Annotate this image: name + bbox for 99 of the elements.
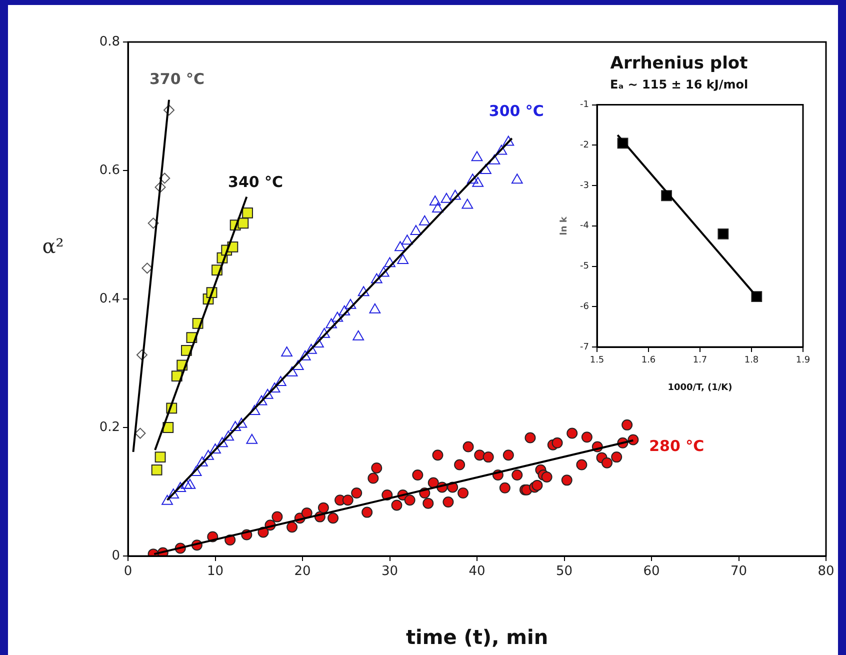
point: [358, 286, 370, 296]
point: [402, 234, 413, 245]
x-tick-label: 50: [556, 564, 573, 580]
point: [344, 298, 356, 309]
point: [718, 228, 729, 240]
point: [210, 443, 221, 454]
x-tick-label: 1.5: [590, 356, 604, 366]
point: [246, 434, 258, 444]
point: [136, 349, 148, 360]
chart-subtitle: Eₐ ~ 115 ± 16 kJ/mol: [610, 78, 748, 92]
point: [180, 478, 192, 489]
point: [164, 104, 175, 116]
series-label: 340 °C: [228, 172, 284, 191]
point: [222, 430, 234, 441]
point: [352, 330, 364, 340]
point: [318, 328, 330, 338]
x-tick-label: 20: [294, 564, 311, 580]
point: [268, 382, 280, 392]
point: [256, 395, 268, 406]
point: [230, 421, 242, 431]
point: [338, 305, 350, 316]
point: [168, 488, 180, 498]
point: [312, 337, 324, 348]
point: [242, 207, 253, 218]
point: [440, 192, 452, 203]
point: [202, 450, 214, 460]
point: [174, 482, 186, 492]
x-axis-title: time (t), min: [406, 625, 548, 650]
x-tick-label: 1.9: [796, 356, 810, 366]
point: [394, 241, 406, 252]
point: [292, 360, 304, 370]
point: [751, 291, 762, 302]
y-tick-label: -7: [580, 342, 589, 352]
point: [159, 172, 170, 184]
y-tick-label: -5: [580, 262, 589, 272]
x-tick-label: 1.6: [641, 356, 656, 366]
chart-title: Arrhenius plot: [610, 54, 748, 74]
y-tick-label: 0.2: [99, 420, 120, 435]
y-tick-label: 0.4: [99, 291, 120, 306]
point: [370, 273, 382, 284]
point: [511, 174, 523, 184]
point: [134, 428, 146, 439]
series-label: 280 °C: [649, 436, 704, 455]
point: [410, 225, 422, 236]
point: [154, 182, 166, 193]
point: [378, 266, 390, 277]
point: [148, 218, 159, 229]
y-axis-title: ln k: [560, 216, 570, 236]
y-tick-label: 0.8: [99, 34, 120, 50]
y-tick-label: -1: [580, 100, 589, 110]
x-axis-title: 1000/T, (1/K): [668, 382, 732, 393]
point: [432, 202, 444, 213]
point: [471, 151, 483, 162]
point: [142, 262, 153, 274]
point: [502, 136, 514, 146]
point: [384, 257, 396, 268]
x-tick-label: 80: [818, 564, 834, 580]
point: [162, 494, 173, 505]
point: [216, 437, 228, 448]
point: [332, 312, 344, 322]
point: [418, 215, 430, 226]
point: [248, 404, 260, 415]
point: [299, 350, 311, 360]
point: [196, 456, 208, 466]
y-tick-label: -4: [580, 221, 590, 232]
y-tick-label: 0.6: [99, 162, 120, 178]
point: [236, 418, 248, 428]
y-axis-title: α²: [42, 234, 64, 258]
x-tick-label: 1.8: [744, 356, 759, 366]
point: [429, 195, 441, 206]
y-tick-label: -6: [580, 302, 590, 312]
x-tick-label: 0: [124, 564, 132, 580]
point: [369, 303, 381, 314]
point: [472, 176, 484, 187]
point: [154, 452, 166, 463]
point: [462, 198, 474, 209]
x-tick-label: 10: [206, 564, 224, 580]
series-label: 370 °C: [149, 70, 205, 88]
point: [262, 388, 274, 399]
y-tick-label: 0: [112, 548, 120, 564]
x-tick-label: 30: [381, 564, 398, 580]
y-tick-label: -2: [580, 140, 589, 151]
point: [449, 190, 461, 200]
point: [306, 344, 317, 354]
point: [281, 346, 292, 356]
x-tick-label: 60: [643, 564, 660, 580]
x-tick-label: 70: [730, 564, 748, 580]
y-tick-label: -3: [580, 180, 589, 191]
point: [151, 464, 162, 476]
point: [190, 466, 202, 476]
point: [326, 318, 337, 328]
series-label: 300 °C: [488, 102, 544, 120]
x-tick-label: 1.7: [692, 356, 708, 366]
point: [466, 174, 478, 184]
point: [496, 144, 508, 155]
point: [397, 254, 409, 264]
point: [184, 478, 196, 489]
x-tick-label: 40: [468, 564, 486, 580]
point: [274, 376, 286, 386]
